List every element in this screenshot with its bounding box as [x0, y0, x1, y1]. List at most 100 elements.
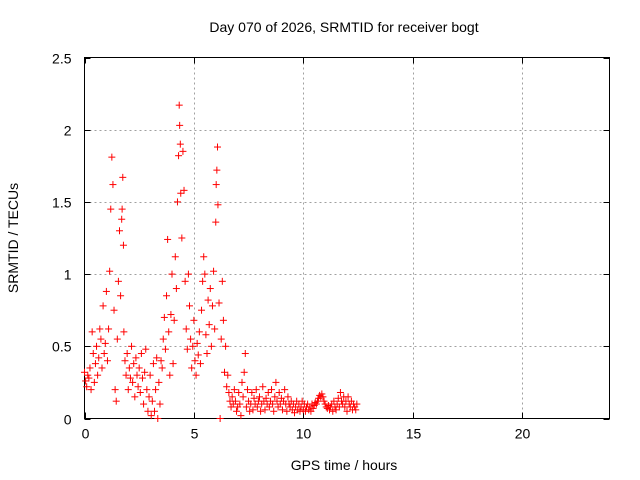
data-point — [320, 397, 328, 405]
data-points — [81, 101, 361, 422]
data-point — [175, 101, 183, 109]
data-point — [246, 407, 254, 415]
data-point — [272, 378, 280, 386]
data-point — [108, 153, 116, 161]
data-point — [128, 342, 136, 350]
data-point — [216, 415, 224, 422]
data-point — [105, 325, 113, 333]
data-point — [148, 397, 156, 405]
data-point — [283, 407, 291, 415]
data-point — [202, 331, 210, 339]
data-point — [144, 407, 152, 415]
data-point — [250, 394, 258, 402]
data-point — [213, 166, 221, 174]
data-point — [214, 201, 222, 209]
data-point — [110, 306, 118, 314]
data-point — [191, 357, 199, 365]
data-point — [212, 218, 220, 226]
x-tick-label: 10 — [296, 426, 312, 442]
y-tick-label: 0 — [64, 412, 72, 428]
data-point — [135, 364, 143, 372]
data-point — [269, 400, 277, 408]
data-point — [344, 393, 352, 401]
data-point — [138, 374, 146, 382]
data-point — [312, 400, 320, 408]
data-point — [125, 364, 133, 372]
data-point — [183, 345, 191, 353]
data-point — [270, 407, 278, 415]
data-point — [168, 270, 176, 278]
data-point — [240, 368, 248, 376]
data-point — [160, 313, 168, 321]
data-point — [214, 143, 221, 151]
data-point — [96, 325, 104, 333]
data-point — [119, 173, 127, 181]
data-point — [122, 371, 130, 379]
data-point — [207, 342, 215, 350]
data-point — [329, 407, 337, 415]
data-point — [265, 403, 273, 411]
data-point — [175, 152, 183, 160]
data-point — [129, 378, 137, 386]
x-tick-label: 5 — [191, 426, 199, 442]
data-point — [98, 364, 106, 372]
data-point — [268, 386, 276, 394]
data-point — [142, 345, 150, 353]
data-point — [182, 325, 190, 333]
data-point — [146, 371, 154, 379]
data-point — [101, 339, 109, 347]
x-tick-label: 20 — [515, 426, 531, 442]
data-point — [131, 393, 139, 401]
x-axis-label: GPS time / hours — [291, 457, 398, 473]
data-point — [163, 292, 171, 300]
data-point — [124, 386, 132, 394]
data-point — [114, 277, 122, 285]
data-point — [112, 397, 120, 405]
data-point — [330, 397, 338, 405]
data-point — [352, 406, 360, 414]
data-point — [119, 241, 127, 249]
y-axis-label: SRMTID / TECUs — [5, 183, 21, 293]
data-point — [116, 227, 123, 235]
data-point — [143, 386, 151, 394]
data-point — [113, 335, 121, 343]
data-point — [217, 335, 225, 343]
data-point — [84, 371, 92, 379]
data-point — [319, 393, 327, 401]
data-point — [102, 287, 110, 295]
data-point — [271, 393, 279, 401]
y-tick-labels: 0 0.5 1 1.5 2 2.5 — [52, 51, 72, 428]
data-point — [208, 302, 216, 310]
data-point — [228, 393, 236, 401]
data-point — [291, 409, 298, 417]
data-point — [262, 394, 270, 402]
data-point — [221, 368, 228, 376]
data-point — [161, 345, 169, 353]
data-point — [332, 406, 340, 414]
y-tick-label: 0.5 — [52, 339, 72, 355]
data-point — [95, 354, 103, 362]
data-point — [259, 383, 267, 391]
data-point — [103, 357, 111, 365]
data-point — [238, 378, 246, 386]
data-point — [179, 147, 187, 155]
data-point — [188, 364, 196, 372]
data-point — [120, 328, 128, 336]
data-point — [178, 234, 186, 242]
y-tick-label: 2.5 — [52, 51, 72, 67]
data-point — [151, 407, 158, 415]
data-point — [241, 350, 249, 358]
data-point — [336, 389, 344, 397]
x-tick-label: 0 — [82, 426, 90, 442]
data-point — [353, 400, 361, 408]
data-point — [242, 403, 250, 411]
data-point — [231, 397, 239, 405]
data-point — [170, 316, 178, 324]
data-point — [82, 377, 90, 385]
data-point — [123, 350, 131, 358]
data-point — [167, 311, 175, 319]
data-point — [205, 321, 213, 329]
data-point — [136, 389, 144, 397]
data-point — [88, 328, 96, 336]
